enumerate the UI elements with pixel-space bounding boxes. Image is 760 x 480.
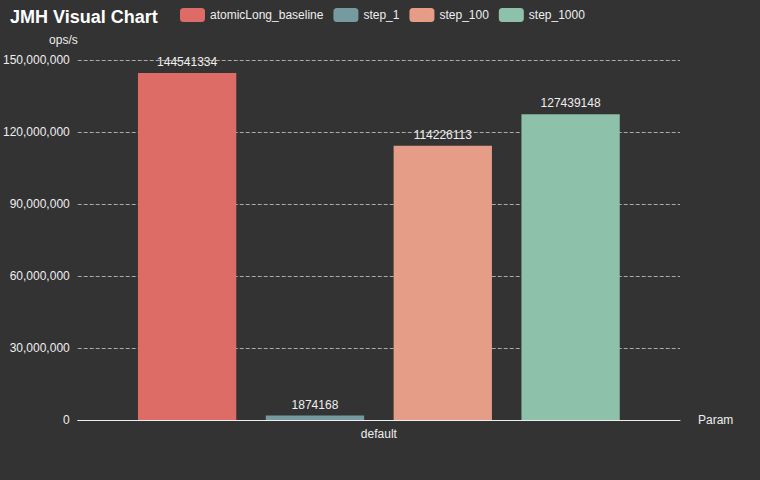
svg-text:atomicLong_baseline: atomicLong_baseline xyxy=(210,8,324,22)
svg-text:120,000,000: 120,000,000 xyxy=(3,125,70,139)
svg-text:step_100: step_100 xyxy=(439,8,489,22)
svg-text:150,000,000: 150,000,000 xyxy=(3,53,70,67)
svg-text:90,000,000: 90,000,000 xyxy=(10,197,70,211)
svg-text:step_1000: step_1000 xyxy=(529,8,585,22)
svg-text:step_1: step_1 xyxy=(363,8,399,22)
svg-text:0: 0 xyxy=(63,413,70,427)
svg-text:144541334: 144541334 xyxy=(157,55,217,69)
svg-text:114226113: 114226113 xyxy=(414,128,473,142)
svg-text:Param: Param xyxy=(698,413,733,427)
svg-text:60,000,000: 60,000,000 xyxy=(10,269,70,283)
svg-text:127439148: 127439148 xyxy=(541,96,601,110)
svg-text:JMH Visual Chart: JMH Visual Chart xyxy=(10,7,158,27)
svg-text:30,000,000: 30,000,000 xyxy=(10,341,70,355)
svg-text:1874168: 1874168 xyxy=(292,398,339,412)
svg-text:default: default xyxy=(361,427,398,441)
svg-text:ops/s: ops/s xyxy=(49,33,78,47)
